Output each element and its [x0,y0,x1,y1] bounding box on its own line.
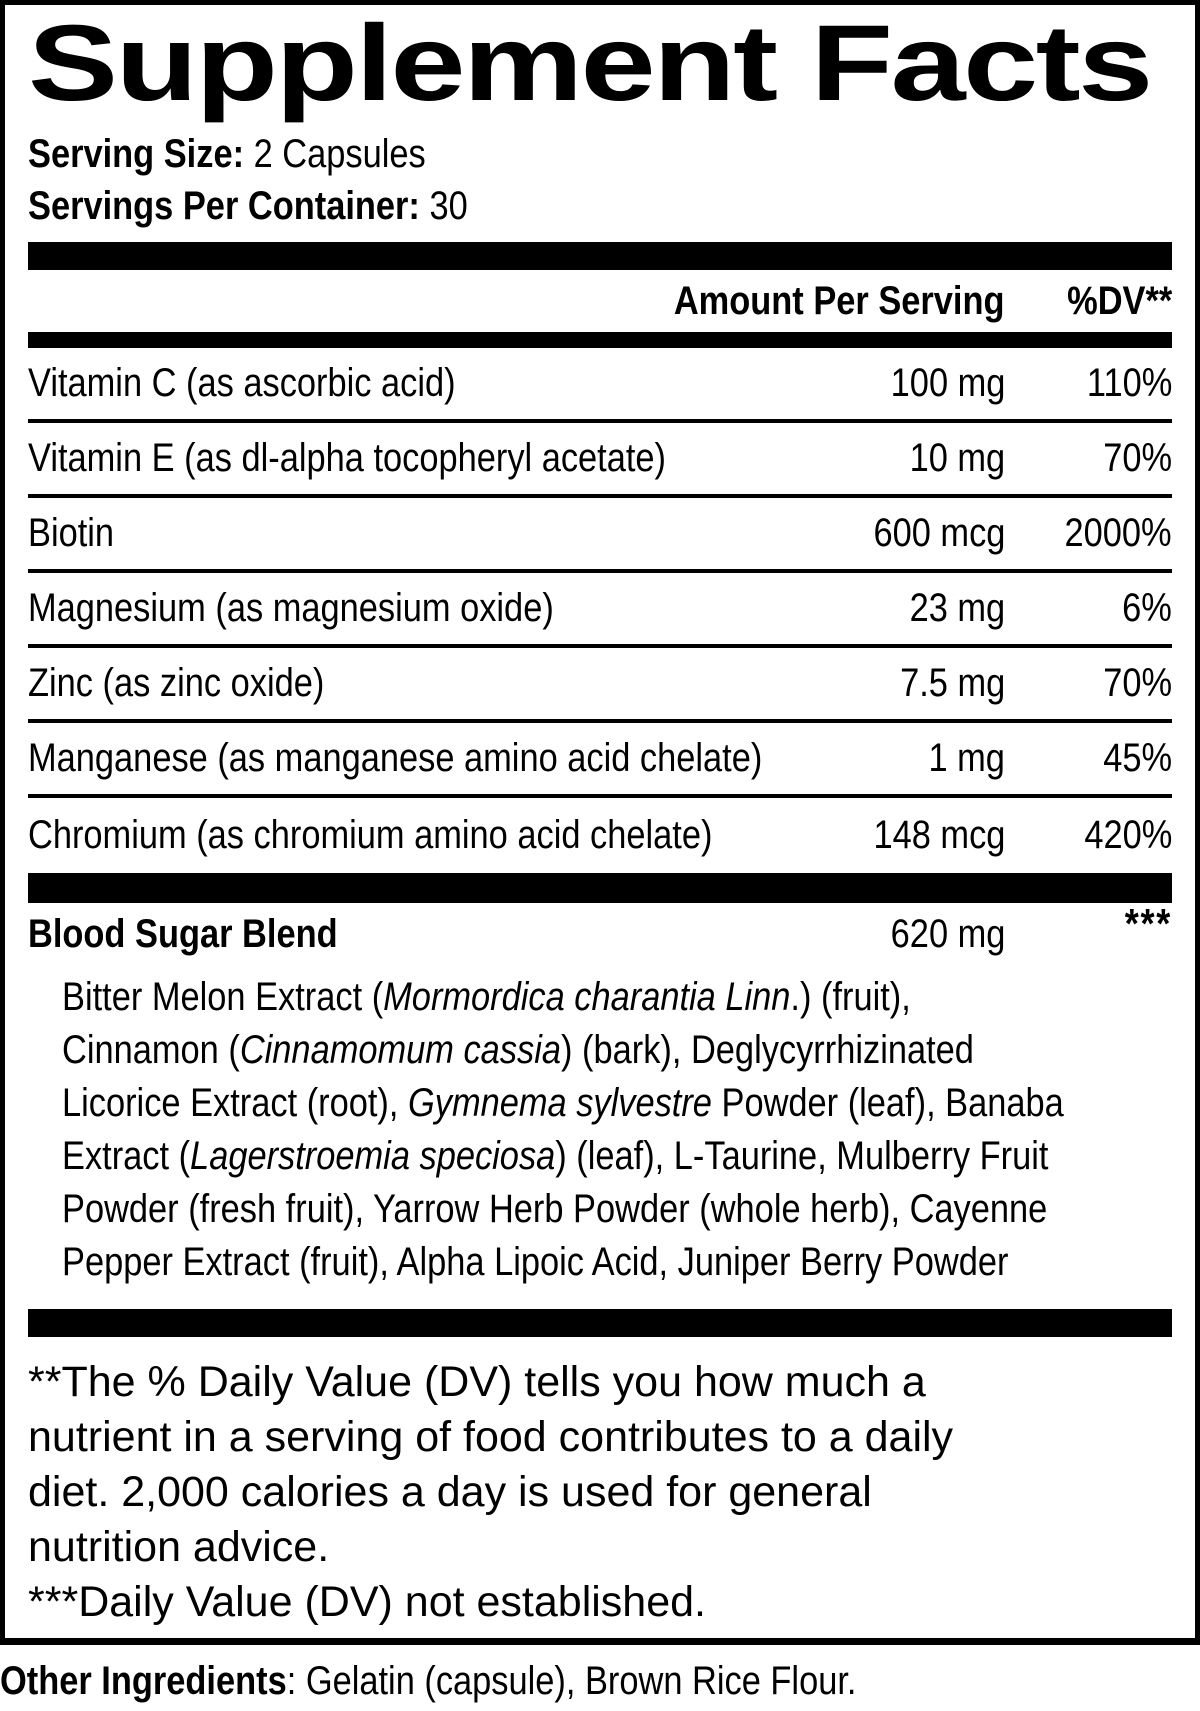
nutrient-dv: 70% [1103,436,1172,481]
serving-size-label: Serving Size: [28,132,245,177]
separator-bar-top [28,242,1172,271]
nutrient-dv: 45% [1103,736,1172,781]
nutrient-name: Magnesium (as magnesium oxide) [28,586,554,631]
nutrient-dv: 70% [1103,661,1172,706]
nutrient-name: Vitamin C (as ascorbic acid) [28,361,456,406]
separator-bar-header [28,332,1172,349]
nutrient-name: Zinc (as zinc oxide) [28,661,325,706]
other-ingredients-label: Other Ingredients [0,1659,287,1704]
nutrient-amount: 10 mg [909,436,1005,481]
other-ingredients-line: Other Ingredients: Gelatin (capsule), Br… [0,1657,1200,1705]
nutrient-amount: 600 mcg [873,511,1005,556]
nutrient-row: Chromium (as chromium amino acid chelate… [28,798,1172,873]
footnote-line: nutrition advice. [28,1523,330,1572]
serving-info: Serving Size: 2 Capsules Servings Per Co… [28,128,1172,232]
nutrient-amount: 100 mg [890,361,1005,406]
nutrient-dv: 6% [1122,586,1172,631]
blend-header-row: Blood Sugar Blend 620 mg *** [28,900,1172,965]
nutrient-dv: 420% [1084,813,1172,858]
blend-ingredients-line: Extract (Lagerstroemia speciosa) (leaf),… [62,1134,1049,1179]
serving-size-line: Serving Size: 2 Capsules [28,128,1172,180]
nutrient-amount: 1 mg [928,736,1005,781]
nutrient-table-body: Vitamin C (as ascorbic acid) 100 mg 110%… [28,348,1172,873]
serving-size-value: 2 Capsules [253,132,426,177]
nutrient-name: Manganese (as manganese amino acid chela… [28,736,763,781]
blend-ingredients-line: Powder (fresh fruit), Yarrow Herb Powder… [62,1187,1048,1232]
blend-ingredients: Bitter Melon Extract (Mormordica charant… [28,965,1172,1289]
nutrient-name: Biotin [28,511,115,556]
blend-ingredients-line: Cinnamon (Cinnamomum cassia) (bark), Deg… [62,1028,974,1073]
nutrient-name: Vitamin E (as dl-alpha tocopheryl acetat… [28,436,667,481]
dv-header: %DV** [1066,279,1172,324]
separator-bar-blend [28,873,1172,904]
nutrient-dv: 2000% [1064,511,1172,556]
footnote-line: **The % Daily Value (DV) tells you how m… [28,1358,926,1407]
nutrient-amount: 7.5 mg [899,661,1005,706]
supplement-facts-panel: Supplement Facts Serving Size: 2 Capsule… [0,0,1200,1646]
footnote-line: diet. 2,000 calories a day is used for g… [28,1468,872,1517]
servings-per-container-label: Servings Per Container: [28,184,420,229]
servings-per-container-value: 30 [429,184,468,229]
nutrient-amount: 148 mcg [873,813,1005,858]
nutrient-row: Zinc (as zinc oxide) 7.5 mg 70% [28,648,1172,724]
blend-amount: 620 mg [890,911,1005,956]
nutrient-row: Vitamin E (as dl-alpha tocopheryl acetat… [28,423,1172,499]
nutrient-row: Manganese (as manganese amino acid chela… [28,723,1172,799]
nutrient-row: Vitamin C (as ascorbic acid) 100 mg 110% [28,348,1172,424]
blend-dv-stars: *** [1124,900,1172,948]
footnotes: **The % Daily Value (DV) tells you how m… [28,1355,1172,1630]
nutrient-dv: 110% [1086,361,1172,406]
other-ingredients-value: : Gelatin (capsule), Brown Rice Flour. [286,1659,857,1704]
nutrient-row: Magnesium (as magnesium oxide) 23 mg 6% [28,573,1172,649]
footnote-line: ***Daily Value (DV) not established. [28,1578,706,1627]
amount-per-serving-header: Amount Per Serving [674,279,1005,324]
blend-name: Blood Sugar Blend [28,911,338,956]
servings-per-container-line: Servings Per Container: 30 [28,180,1172,232]
nutrient-name: Chromium (as chromium amino acid chelate… [28,813,713,858]
nutrient-amount: 23 mg [909,586,1005,631]
table-header-row: Amount Per Serving %DV** [28,270,1172,332]
blend-ingredients-line: Pepper Extract (fruit), Alpha Lipoic Aci… [62,1240,1009,1285]
blend-ingredients-line: Bitter Melon Extract (Mormordica charant… [62,975,911,1020]
panel-title: Supplement Facts [28,2,1172,123]
panel-title-text: Supplement Facts [28,2,1153,123]
blend-ingredients-line: Licorice Extract (root), Gymnema sylvest… [62,1081,1064,1126]
separator-bar-footnotes [28,1309,1172,1338]
footnote-line: nutrient in a serving of food contribute… [28,1413,954,1462]
nutrient-row: Biotin 600 mcg 2000% [28,498,1172,574]
